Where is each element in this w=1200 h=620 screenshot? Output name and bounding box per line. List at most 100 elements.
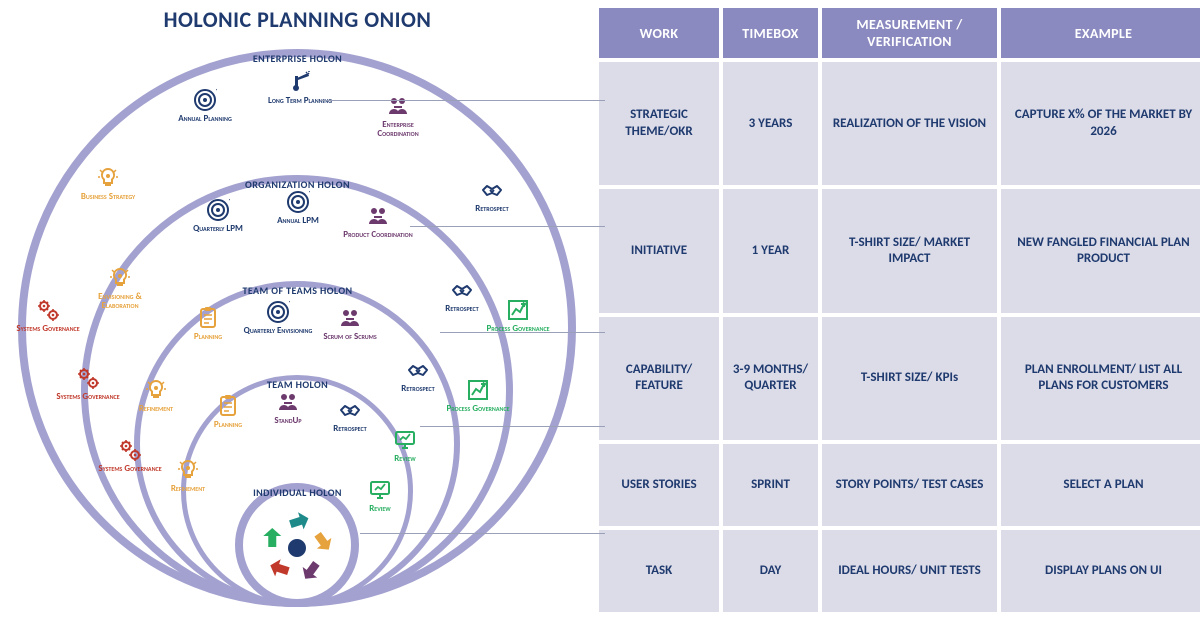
node-label: Refinement [120, 404, 192, 413]
col-header-1: TIMEBOX [723, 8, 818, 58]
node-label: Quarterly LPM [182, 224, 254, 233]
node-label: Annual Planning [169, 114, 241, 123]
handshake-icon [338, 398, 362, 422]
node-label: Process Governance [442, 404, 514, 413]
cell-r4-c0: TASK [599, 530, 719, 612]
handshake-icon [480, 178, 504, 202]
node-review-team2: Review [344, 478, 416, 513]
node-annual-planning: Annual Planning [169, 88, 241, 123]
node-systems-gov-org: Systems Governance [52, 366, 124, 401]
node-label: Annual LPM [262, 216, 334, 225]
table-panel: WORKTIMEBOXMEASUREMENT / VERIFICATIONEXA… [595, 0, 1200, 620]
node-label: Planning [172, 332, 244, 341]
node-quarterly-lpm: Quarterly LPM [182, 198, 254, 233]
bulb-icon [176, 458, 200, 482]
target-icon [193, 88, 217, 112]
bulb-icon [108, 266, 132, 290]
cell-r4-c1: DAY [723, 530, 818, 612]
cell-r4-c2: IDEAL HOURS/ UNIT TESTS [822, 530, 997, 612]
diagram-title: HOLONIC PLANNING ONION [0, 6, 595, 33]
people-icon [276, 390, 300, 414]
connector-team [420, 426, 605, 427]
node-label: Envisioning & Elaboration [84, 292, 156, 311]
node-review-team: Review [369, 428, 441, 463]
individual-hub-icon [247, 498, 347, 598]
handshake-icon [450, 278, 474, 302]
onion-diagram: ENTERPRISE HOLONORGANIZATION HOLONTEAM O… [10, 48, 585, 608]
connector-enterprise [320, 100, 605, 101]
node-planning-tot: Planning [172, 306, 244, 341]
onion-panel: HOLONIC PLANNING ONION ENTERPRISE HOLONO… [0, 0, 595, 620]
node-label: Enterprise Coordination [362, 120, 434, 139]
cell-r0-c0: STRATEGIC THEME/OKR [599, 62, 719, 185]
connector-individual [360, 533, 605, 534]
gears-icon [118, 438, 142, 462]
people-icon [386, 94, 410, 118]
ring-label-enterprise: ENTERPRISE HOLON [253, 52, 342, 65]
node-product-coord: Product Coordination [342, 204, 414, 239]
node-label: Review [369, 454, 441, 463]
cell-r2-c3: PLAN ENROLLMENT/ LIST ALL PLANS FOR CUST… [1001, 317, 1200, 440]
target-icon [266, 300, 290, 324]
monitor-icon [393, 428, 417, 452]
cell-r0-c3: CAPTURE X% OF THE MARKET BY 2026 [1001, 62, 1200, 185]
node-retrospect-ent: Retrospect [456, 178, 528, 213]
gears-icon [76, 366, 100, 390]
node-label: Review [344, 504, 416, 513]
cell-r1-c3: NEW FANGLED FINANCIAL PLAN PRODUCT [1001, 189, 1200, 312]
monitor-icon [368, 478, 392, 502]
node-label: Systems Governance [12, 324, 84, 333]
node-scrum-of-scrums: Scrum of Scrums [314, 306, 386, 341]
target-icon [206, 198, 230, 222]
node-label: Retrospect [456, 204, 528, 213]
cell-r4-c3: DISPLAY PLANS ON UI [1001, 530, 1200, 612]
cell-r1-c0: INITIATIVE [599, 189, 719, 312]
node-annual-lpm: Annual LPM [262, 190, 334, 225]
table-row: STRATEGIC THEME/OKR3 YEARSREALIZATION OF… [599, 62, 1200, 185]
cell-r0-c2: REALIZATION OF THE VISION [822, 62, 997, 185]
node-business-strategy: Business Strategy [72, 166, 144, 201]
node-label: Scrum of Scrums [314, 332, 386, 341]
table-row: INITIATIVE1 YEART-SHIRT SIZE/ MARKET IMP… [599, 189, 1200, 312]
col-header-0: WORK [599, 8, 719, 58]
cell-r2-c1: 3-9 MONTHS/ QUARTER [723, 317, 818, 440]
chart-icon [466, 378, 490, 402]
cell-r2-c2: T-SHIRT SIZE/ KPIs [822, 317, 997, 440]
node-process-gov-tot: Process Governance [442, 378, 514, 413]
cell-r1-c1: 1 YEAR [723, 189, 818, 312]
cell-r0-c1: 3 YEARS [723, 62, 818, 185]
telescope-icon [288, 70, 312, 94]
col-header-2: MEASUREMENT / VERIFICATION [822, 8, 997, 58]
node-systems-gov-ent: Systems Governance [12, 298, 84, 333]
connector-organization [410, 226, 605, 227]
table-row: USER STORIESSPRINTSTORY POINTS/ TEST CAS… [599, 444, 1200, 526]
node-label: Systems Governance [52, 392, 124, 401]
cell-r1-c2: T-SHIRT SIZE/ MARKET IMPACT [822, 189, 997, 312]
gears-icon [36, 298, 60, 322]
planning-table: WORKTIMEBOXMEASUREMENT / VERIFICATIONEXA… [595, 4, 1200, 616]
bulb-icon [144, 378, 168, 402]
cell-r3-c3: SELECT A PLAN [1001, 444, 1200, 526]
table-row: TASKDAYIDEAL HOURS/ UNIT TESTSDISPLAY PL… [599, 530, 1200, 612]
node-label: Business Strategy [72, 192, 144, 201]
node-label: Refinement [152, 484, 224, 493]
cell-r3-c0: USER STORIES [599, 444, 719, 526]
node-process-gov-org: Process Governance [482, 298, 554, 333]
node-envision-elab: Envisioning & Elaboration [84, 266, 156, 311]
cell-r2-c0: CAPABILITY/ FEATURE [599, 317, 719, 440]
node-refinement-tot: Refinement [120, 378, 192, 413]
node-label: Quarterly Envisioning [242, 326, 314, 335]
clipboard-icon [196, 306, 220, 330]
node-quarterly-envision: Quarterly Envisioning [242, 300, 314, 335]
handshake-icon [406, 358, 430, 382]
cell-r3-c1: SPRINT [723, 444, 818, 526]
node-label: Product Coordination [342, 230, 414, 239]
node-refinement-team: Refinement [152, 458, 224, 493]
col-header-3: EXAMPLE [1001, 8, 1200, 58]
bulb-icon [96, 166, 120, 190]
clipboard-icon [216, 394, 240, 418]
table-row: CAPABILITY/ FEATURE3-9 MONTHS/ QUARTERT-… [599, 317, 1200, 440]
chart-icon [506, 298, 530, 322]
connector-teamofteams [440, 332, 605, 333]
ring-label-teamofteams: TEAM OF TEAMS HOLON [243, 284, 353, 297]
